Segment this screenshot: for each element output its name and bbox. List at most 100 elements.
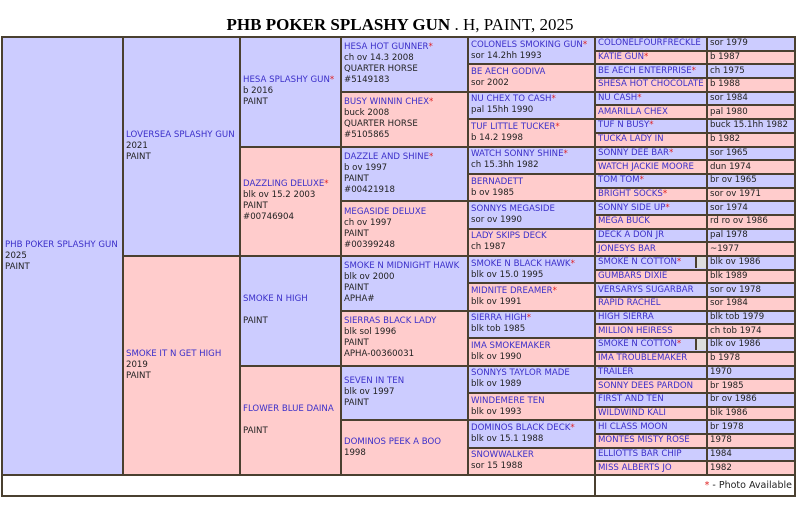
ancestor-name-link[interactable]: SMOKE N MIDNIGHT HAWK (344, 261, 460, 272)
ancestor-name-link[interactable]: BE AECH ENTERPRISE (598, 65, 692, 76)
ancestor-name-link[interactable]: COLONELFOURFRECKLE (598, 38, 701, 49)
ancestor-name-link[interactable]: LOVERSEA SPLASHY GUN (126, 130, 235, 140)
ancestor-name-link[interactable]: MEGA BUCK (598, 216, 650, 227)
ancestor-detail: sor 1979 (706, 36, 796, 52)
ancestor-name-link[interactable]: NU CASH (598, 93, 638, 104)
ancestor-name-link[interactable]: BERNADETT (471, 176, 523, 187)
photo-available-icon[interactable]: * (552, 286, 557, 297)
ancestor-name-link[interactable]: VERSARYS SUGARBAR (598, 284, 694, 295)
ancestor-name-link[interactable]: SONNYS TAYLOR MADE (471, 368, 570, 379)
photo-available-icon[interactable]: * (570, 258, 575, 269)
photo-available-icon[interactable]: * (669, 147, 674, 158)
photo-legend-text: - Photo Available (709, 480, 792, 491)
ancestor-name-link[interactable]: DOMINOS BLACK DECK (471, 422, 571, 433)
ancestor-detail: 1998 (344, 447, 366, 458)
ancestor-name-link[interactable]: MONTES MISTY ROSE (598, 435, 690, 446)
photo-available-icon[interactable]: * (639, 175, 644, 186)
photo-available-icon[interactable]: * (691, 65, 696, 76)
ancestor-name-link[interactable]: DECK A DON JR (598, 229, 665, 240)
ancestor-name-link[interactable]: SNOWWALKER (471, 450, 534, 461)
ancestor-name-link[interactable]: SONNY DEE BAR (598, 147, 670, 158)
ancestor-name-link[interactable]: JONESYS BAR (598, 243, 656, 254)
ancestor-name-link[interactable]: TUF N BUSY (598, 120, 650, 131)
photo-available-icon[interactable]: * (555, 121, 560, 132)
ancestor-name-link[interactable]: NU CHEX TO CASH (471, 94, 552, 105)
photo-available-icon[interactable]: * (665, 202, 670, 213)
ancestor-name-link[interactable]: MILLION HEIRESS (598, 325, 673, 336)
ancestor-name-link[interactable]: ELLIOTTS BAR CHIP (598, 448, 682, 459)
ancestor-name-link[interactable]: TOM TOM (598, 175, 640, 186)
photo-available-icon[interactable]: * (324, 179, 329, 190)
ancestor-cell-gen5: LADY SKIPS DECK ch 1987 (467, 227, 596, 258)
ancestor-name-link[interactable]: SMOKE N HIGH (243, 294, 308, 305)
photo-available-icon[interactable]: * (563, 149, 568, 160)
ancestor-name-link[interactable]: SIERRAS BLACK LADY (344, 316, 437, 327)
ancestor-name-link[interactable]: SMOKE N COTTON (598, 339, 677, 350)
ancestor-name-link[interactable]: WILDWIND KALI (598, 407, 666, 418)
ancestor-name-link[interactable]: DOMINOS PEEK A BOO (344, 436, 442, 447)
ancestor-name-link[interactable]: SMOKE IT N GET HIGH (126, 349, 222, 359)
ancestor-name-link[interactable]: TUCKA LADY IN (598, 134, 664, 145)
ancestor-name-link[interactable]: LADY SKIPS DECK (471, 231, 547, 242)
ancestor-name-link[interactable]: DAZZLING DELUXE (243, 179, 325, 190)
ancestor-name-link[interactable]: HI CLASS MOON (598, 421, 668, 432)
ancestor-name-link[interactable]: FIRST AND TEN (598, 394, 664, 405)
ancestor-name-link[interactable]: PHB POKER SPLASHY GUN (5, 239, 118, 250)
ancestor-name-link[interactable]: WATCH SONNY SHINE (471, 149, 564, 160)
ancestor-name-link[interactable]: COLONELS SMOKING GUN (471, 39, 583, 50)
ancestor-name-link[interactable]: KATIE GUN (598, 52, 645, 63)
ancestor-name-link[interactable]: WATCH JACKIE MOORE (598, 161, 694, 172)
ancestor-name-link[interactable]: SONNY DEES PARDON (598, 380, 694, 391)
ancestor-name-link[interactable]: SMOKE N BLACK HAWK (471, 258, 571, 269)
ancestor-name-link[interactable]: TRAILER (598, 366, 634, 377)
photo-available-icon[interactable]: * (662, 188, 668, 199)
ancestor-name-link[interactable]: TUF LITTLE TUCKER (471, 121, 556, 132)
ancestor-name-link[interactable]: SIERRA HIGH (471, 313, 527, 324)
ancestor-name-link[interactable]: AMARILLA CHEX (598, 106, 668, 117)
ancestor-name-link[interactable]: SHESA HOT CHOCOLATE (598, 79, 704, 90)
ancestor-name-link[interactable]: MIDNITE DREAMER (471, 286, 553, 297)
page-title: PHB POKER SPLASHY GUN . H, PAINT, 2025 (0, 15, 800, 35)
photo-available-icon[interactable]: * (570, 422, 575, 433)
ancestor-name-link[interactable]: MEGASIDE DELUXE (344, 206, 427, 217)
pedigree-row: BERNADETT b ov 1985 TOM TOM* br ov 1965 (2, 172, 796, 203)
ancestor-name-link[interactable]: BUSY WINNIN CHEX (344, 97, 429, 108)
ancestor-cell-gen6: MEGA BUCK (594, 213, 708, 230)
photo-available-icon[interactable]: * (676, 257, 682, 268)
photo-available-icon[interactable]: * (429, 151, 434, 162)
ancestor-name-link[interactable]: SEVEN IN TEN (344, 376, 405, 387)
photo-thumbnail[interactable] (695, 257, 705, 268)
ancestor-name-link[interactable]: HESA HOT GUNNER (344, 42, 429, 53)
ancestor-name-link[interactable]: BE AECH GODIVA (471, 67, 546, 78)
ancestor-name-link[interactable]: DAZZLE AND SHINE (344, 151, 430, 162)
photo-available-icon[interactable]: * (428, 42, 433, 53)
photo-available-icon[interactable]: * (644, 52, 649, 63)
ancestor-detail: sor 2002 (471, 78, 509, 89)
horse-summary: . H, PAINT, 2025 (450, 15, 574, 34)
ancestor-cell-gen5: BE AECH GODIVA sor 2002 (467, 63, 596, 93)
ancestor-name-link[interactable]: IMA TROUBLEMAKER (598, 353, 688, 364)
photo-available-icon[interactable]: * (429, 97, 434, 108)
photo-available-icon[interactable]: * (649, 120, 654, 131)
photo-available-icon[interactable]: * (551, 94, 556, 105)
ancestor-name-link[interactable]: IMA SMOKEMAKER (471, 340, 551, 351)
photo-available-icon[interactable]: * (676, 339, 682, 350)
photo-available-icon[interactable]: * (637, 93, 642, 104)
ancestor-name-link[interactable]: FLOWER BLUE DAINA (243, 403, 334, 414)
photo-available-icon[interactable]: * (329, 75, 335, 86)
ancestor-name-link[interactable]: HIGH SIERRA (598, 312, 654, 323)
ancestor-detail: 1984 (706, 446, 796, 463)
photo-thumbnail[interactable] (695, 340, 705, 350)
ancestor-name-link[interactable]: GUMBARS DIXIE (598, 271, 668, 282)
photo-available-icon[interactable]: * (582, 39, 588, 50)
ancestor-name-link[interactable]: RAPID RACHEL (598, 298, 661, 309)
ancestor-name-link[interactable]: BRIGHT SOCKS (598, 188, 663, 199)
ancestor-cell-gen6: MISS ALBERTS JO (594, 460, 708, 476)
ancestor-name-link[interactable]: SMOKE N COTTON (598, 257, 677, 268)
ancestor-name-link[interactable]: HESA SPLASHY GUN (243, 75, 330, 86)
ancestor-name-link[interactable]: SONNYS MEGASIDE (471, 203, 555, 214)
ancestor-name-link[interactable]: MISS ALBERTS JO (598, 462, 672, 473)
photo-available-icon[interactable]: * (526, 313, 532, 324)
ancestor-name-link[interactable]: WINDEMERE TEN (471, 395, 545, 406)
ancestor-name-link[interactable]: SONNY SIDE UP (598, 202, 666, 213)
